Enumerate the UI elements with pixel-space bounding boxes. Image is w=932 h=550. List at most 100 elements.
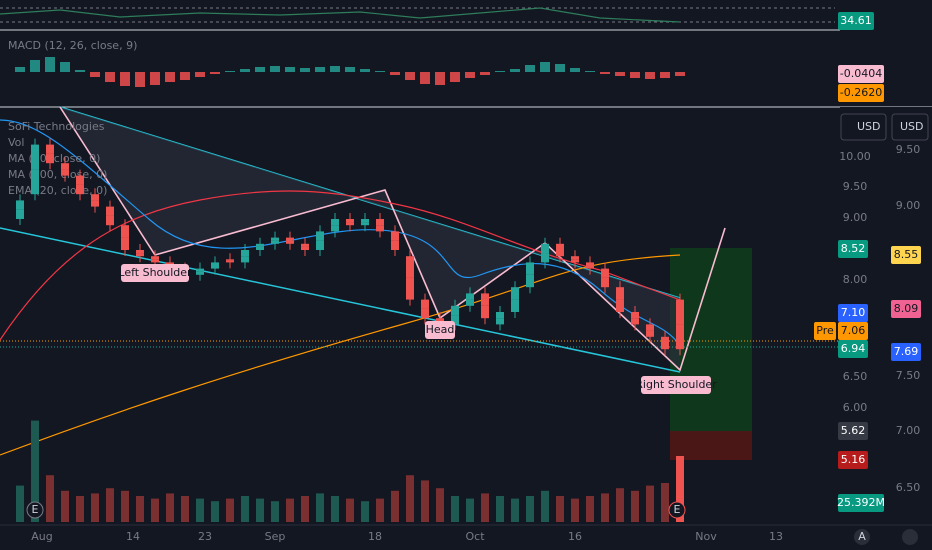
price-label-bg bbox=[838, 451, 868, 469]
macd-bar bbox=[570, 68, 580, 72]
candle-close bbox=[46, 153, 54, 164]
candle-close bbox=[76, 184, 84, 195]
macd-bar bbox=[270, 66, 280, 72]
macd-bar bbox=[210, 72, 220, 74]
candle-close bbox=[136, 253, 144, 257]
candle-open bbox=[661, 336, 669, 343]
price-label-bg bbox=[814, 322, 836, 340]
candle-open bbox=[16, 200, 24, 210]
macd-bar bbox=[90, 72, 100, 77]
macd-bar bbox=[450, 72, 460, 82]
volume-bar bbox=[481, 493, 489, 522]
volume-bar bbox=[121, 490, 129, 522]
candle-open bbox=[226, 259, 234, 261]
macd-bar bbox=[285, 67, 295, 72]
price-label-bg bbox=[838, 304, 868, 322]
time-tick: Oct bbox=[465, 530, 485, 543]
price-label-bg bbox=[838, 84, 884, 102]
macd-bar bbox=[60, 62, 70, 72]
currency-button[interactable] bbox=[840, 113, 887, 141]
candle-open bbox=[316, 231, 324, 241]
candle-close bbox=[586, 265, 594, 269]
price-label: 8.52 bbox=[841, 242, 866, 255]
candle-close bbox=[421, 308, 429, 319]
price-label-bg bbox=[838, 494, 884, 512]
time-tick: Nov bbox=[695, 530, 717, 543]
candle-open bbox=[346, 219, 354, 223]
pattern-label: Right Shoulder bbox=[635, 378, 717, 391]
volume-bar bbox=[391, 490, 399, 522]
candle-open bbox=[436, 318, 444, 322]
macd-bar bbox=[225, 71, 235, 72]
settings-button[interactable] bbox=[902, 529, 918, 545]
volume-bar bbox=[91, 493, 99, 522]
price-label: -0.0404 bbox=[840, 67, 882, 80]
volume-bar bbox=[526, 496, 534, 522]
macd-bar bbox=[30, 60, 40, 72]
macd-bar bbox=[120, 72, 130, 86]
candle-open bbox=[496, 312, 504, 319]
volume-bar bbox=[31, 420, 39, 522]
macd-bar bbox=[525, 65, 535, 72]
pattern-fill bbox=[60, 107, 680, 370]
price-tick: 6.50 bbox=[896, 481, 921, 494]
price-tick: 8.00 bbox=[843, 273, 868, 286]
price-label: 25.392M bbox=[837, 496, 885, 509]
candle-open bbox=[151, 256, 159, 260]
candle-open bbox=[616, 287, 624, 300]
currency-button[interactable] bbox=[891, 113, 929, 141]
price-label: 7.69 bbox=[894, 345, 919, 358]
channel-lower bbox=[0, 227, 681, 373]
candle-open bbox=[121, 225, 129, 238]
volume-bar bbox=[16, 485, 24, 522]
earnings-marker-bg bbox=[668, 501, 686, 519]
candle-open bbox=[286, 237, 294, 241]
candle-open bbox=[241, 250, 249, 257]
macd-bar bbox=[165, 72, 175, 82]
auto-scale-button[interactable] bbox=[854, 529, 870, 545]
macd-bar bbox=[405, 72, 415, 80]
candle-close bbox=[301, 246, 309, 250]
candle-close bbox=[286, 240, 294, 244]
volume-bar bbox=[361, 501, 369, 522]
earnings-marker: E bbox=[32, 503, 39, 516]
price-label: 5.62 bbox=[841, 424, 866, 437]
price-label-bg bbox=[891, 300, 921, 318]
volume-bar bbox=[256, 498, 264, 522]
candle-close bbox=[91, 200, 99, 207]
candle-open bbox=[136, 250, 144, 254]
macd-bar bbox=[255, 67, 265, 72]
candle-close bbox=[616, 299, 624, 312]
time-tick: Sep bbox=[265, 530, 286, 543]
macd-bar bbox=[645, 72, 655, 79]
macd-bar bbox=[615, 72, 625, 76]
price-label: 7.06 bbox=[841, 324, 866, 337]
candle-open bbox=[76, 175, 84, 185]
candle-close bbox=[376, 225, 384, 232]
macd-bar bbox=[330, 66, 340, 72]
pattern-label: Head bbox=[426, 323, 455, 336]
candle-open bbox=[646, 324, 654, 331]
time-tick: 18 bbox=[368, 530, 382, 543]
price-label-bg bbox=[838, 422, 868, 440]
volume-bar bbox=[571, 498, 579, 522]
volume-bar bbox=[586, 496, 594, 522]
pattern-label: Left Shoulder bbox=[118, 266, 192, 279]
volume-bar bbox=[331, 496, 339, 522]
price-tick: 7.50 bbox=[896, 369, 921, 382]
volume-bar bbox=[541, 490, 549, 522]
macd-bar bbox=[420, 72, 430, 84]
macd-bar bbox=[345, 67, 355, 72]
volume-bar bbox=[646, 485, 654, 522]
candle-close bbox=[631, 318, 639, 325]
candle-open bbox=[631, 312, 639, 319]
price-label-bg bbox=[891, 343, 921, 361]
volume-bar bbox=[676, 455, 684, 522]
price-label: 34.61 bbox=[840, 14, 872, 27]
candle-open bbox=[676, 299, 684, 325]
candle-close bbox=[406, 277, 414, 300]
stop-zone bbox=[670, 431, 752, 460]
candle-open bbox=[196, 268, 204, 272]
time-tick: 14 bbox=[126, 530, 140, 543]
candle-close bbox=[61, 169, 69, 176]
